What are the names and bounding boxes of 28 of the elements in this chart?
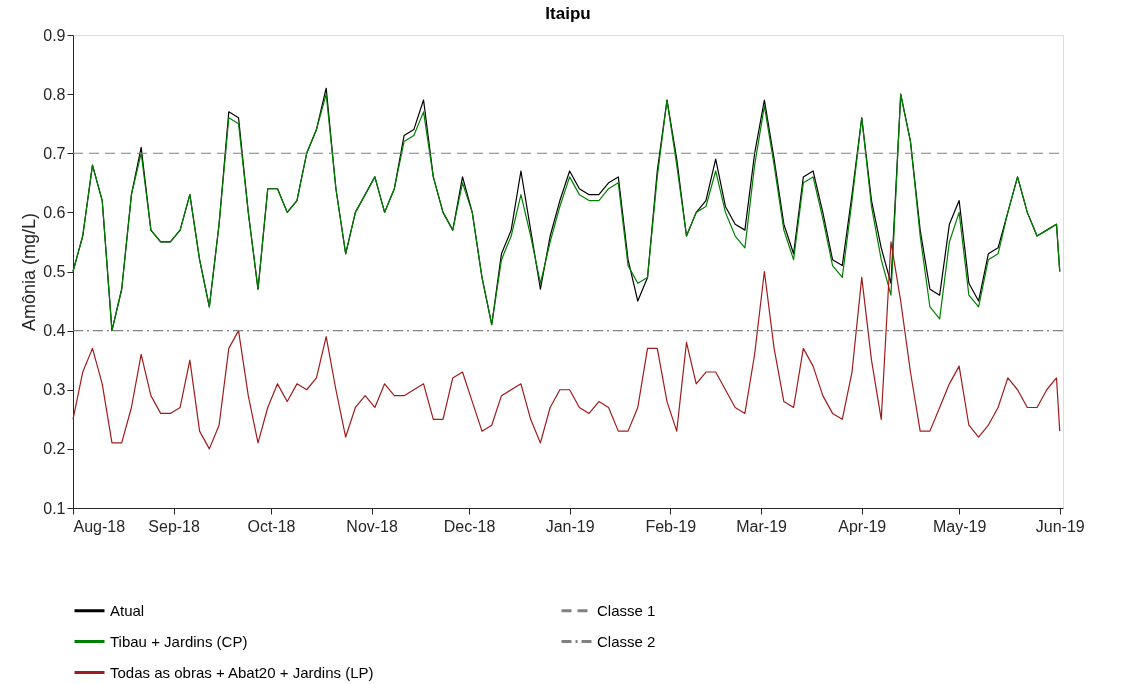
x-tick-label: Nov-18 <box>346 517 399 535</box>
y-tick-label: 0.6 <box>43 203 66 221</box>
legend-label: Tibau + Jardins (CP) <box>110 632 248 650</box>
x-tick-label: Sep-18 <box>148 517 201 535</box>
x-tick-label: Mar-19 <box>736 517 788 535</box>
y-tick-label: 0.7 <box>43 144 66 162</box>
y-tick-label: 0.5 <box>43 263 66 280</box>
legend-label: Classe 2 <box>597 632 656 650</box>
x-tick-label: Dec-18 <box>443 517 496 535</box>
x-tick-label: Apr-19 <box>838 517 887 535</box>
x-tick-label: Jun-19 <box>1035 517 1085 535</box>
y-tick-label: 0.1 <box>43 499 66 517</box>
y-tick-label: 0.3 <box>43 381 66 399</box>
line-series <box>72 241 1061 450</box>
legend-label: Classe 1 <box>597 601 656 619</box>
legend-label: Todas as obras + Abat20 + Jardins (LP) <box>110 663 374 681</box>
x-tick-label: May-19 <box>932 517 987 535</box>
y-axis-title: Amônia (mg/L) <box>19 212 40 332</box>
y-tick-label: 0.4 <box>43 322 66 340</box>
y-tick-label: 0.9 <box>43 26 66 44</box>
x-tick-label: Oct-18 <box>247 517 296 535</box>
x-tick-label: Feb-19 <box>645 517 697 535</box>
y-tick-label: 0.2 <box>43 440 66 458</box>
x-tick-label: Jan-19 <box>545 517 595 535</box>
chart-title: Itaipu <box>545 4 591 23</box>
y-tick-label: 0.8 <box>43 85 66 103</box>
legend-label: Atual <box>110 601 145 619</box>
x-tick-label: Aug-18 <box>73 517 126 535</box>
